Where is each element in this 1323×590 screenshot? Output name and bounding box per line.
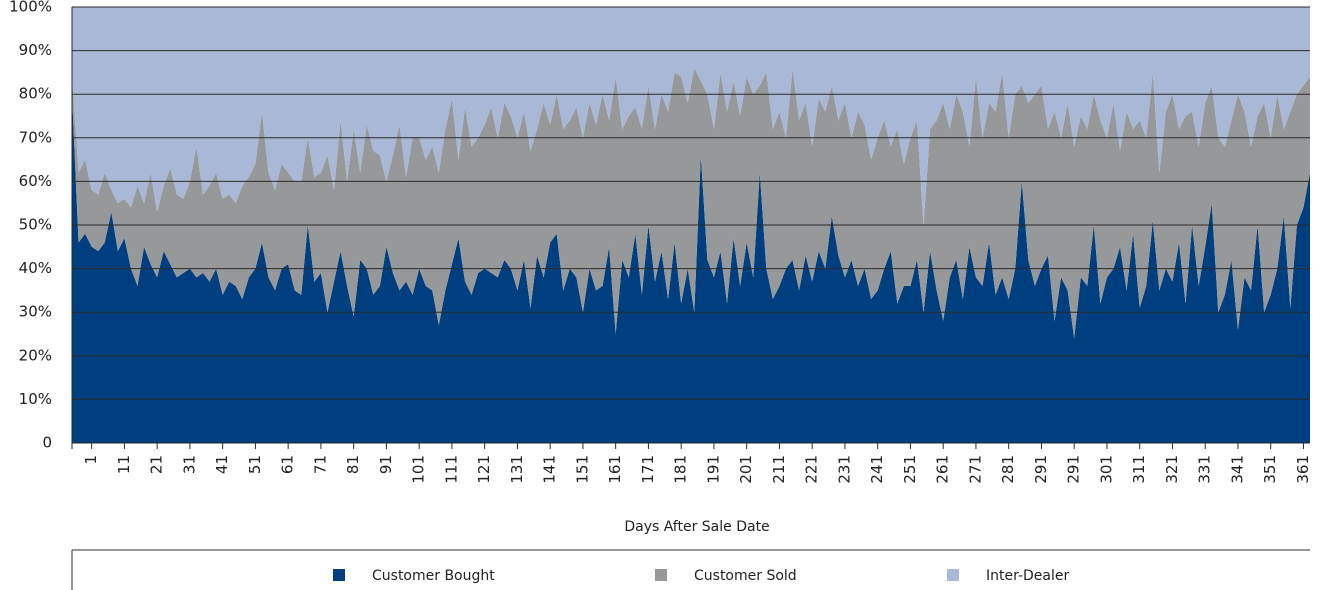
- y-tick-label: 50%: [19, 216, 52, 234]
- x-tick-label: 331: [1196, 455, 1214, 484]
- x-tick-label: 111: [442, 455, 460, 484]
- x-tick-label: 151: [573, 455, 591, 484]
- x-tick-label: 91: [377, 455, 395, 474]
- y-tick-label: 60%: [19, 172, 52, 190]
- legend-swatch: [333, 569, 345, 581]
- y-tick-label: 70%: [19, 128, 52, 146]
- x-tick-label: 171: [639, 455, 657, 484]
- x-tick-label: 361: [1294, 455, 1312, 484]
- legend-label: Inter-Dealer: [986, 568, 1069, 584]
- y-tick-label: 20%: [19, 346, 52, 364]
- x-tick-label: 161: [606, 455, 624, 484]
- x-tick-label: 181: [672, 455, 690, 484]
- x-tick-label: 81: [344, 455, 362, 474]
- x-tick-label: 101: [410, 455, 428, 484]
- legend-label: Customer Bought: [372, 568, 495, 584]
- x-tick-label: 131: [508, 455, 526, 484]
- legend-swatch: [947, 569, 959, 581]
- x-tick-label: 31: [180, 455, 198, 474]
- x-tick-label: 281: [999, 455, 1017, 484]
- x-tick-label: 221: [803, 455, 821, 484]
- legend-swatch: [655, 569, 667, 581]
- x-tick-label: 351: [1261, 455, 1279, 484]
- x-tick-label: 11: [115, 455, 133, 474]
- x-tick-label: 41: [213, 455, 231, 474]
- x-tick-label: 231: [835, 455, 853, 484]
- y-tick-label: 10%: [19, 390, 52, 408]
- x-tick-label: 51: [246, 455, 264, 474]
- x-tick-label: 241: [868, 455, 886, 484]
- x-tick-label: 291: [1065, 455, 1083, 484]
- area: [72, 68, 1310, 339]
- x-tick-label: 321: [1163, 455, 1181, 484]
- x-axis-label: Days After Sale Date: [624, 519, 769, 535]
- x-tick-label: 141: [541, 455, 559, 484]
- y-tick-label: 30%: [19, 303, 52, 321]
- x-tick-label: 341: [1228, 455, 1246, 484]
- y-tick-label: 90%: [19, 41, 52, 59]
- x-tick-label: 71: [311, 455, 329, 474]
- y-tick-label: 100%: [9, 0, 52, 16]
- x-tick-label: 61: [279, 455, 297, 474]
- x-tick-label: 251: [901, 455, 919, 484]
- x-tick-label: 311: [1130, 455, 1148, 484]
- x-tick-label: 121: [475, 455, 493, 484]
- x-tick-label: 211: [770, 455, 788, 484]
- y-tick-label: 0: [42, 434, 52, 452]
- x-tick-label: 21: [148, 455, 166, 474]
- x-tick-label: 291: [1032, 455, 1050, 484]
- x-tick-label: 301: [1097, 455, 1115, 484]
- x-tick-label: 201: [737, 455, 755, 484]
- legend-label: Customer Sold: [694, 568, 797, 584]
- x-tick-label: 271: [966, 455, 984, 484]
- x-tick-label: 191: [704, 455, 722, 484]
- x-tick-label: 1: [82, 455, 100, 465]
- y-tick-label: 40%: [19, 259, 52, 277]
- area: [72, 7, 1310, 225]
- x-tick-label: 261: [934, 455, 952, 484]
- y-tick-label: 80%: [19, 85, 52, 103]
